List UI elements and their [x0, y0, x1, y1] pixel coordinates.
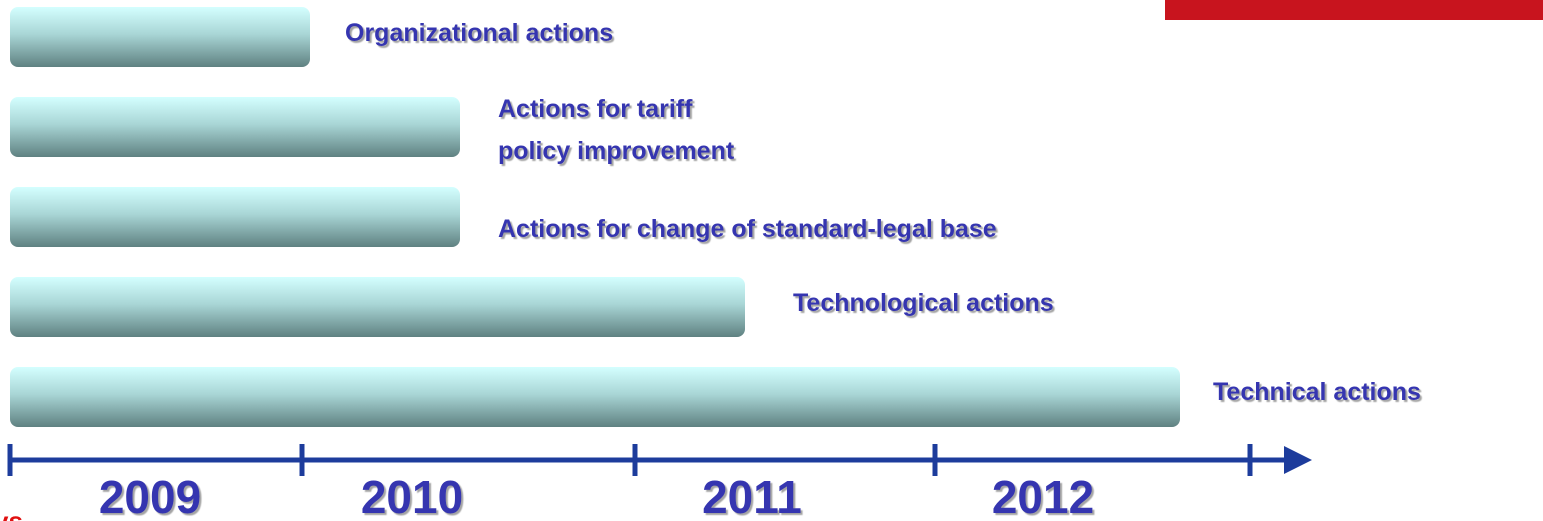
year-label: 2010 — [361, 471, 463, 521]
action-bar — [10, 187, 460, 247]
action-label: Technical actions — [1213, 378, 1421, 406]
action-label: Technological actions — [793, 289, 1054, 317]
time-axis — [7, 444, 1290, 476]
footer-fragment: ys — [0, 506, 23, 521]
action-bar — [10, 97, 460, 157]
year-label: 2011 — [702, 471, 802, 521]
action-bar — [10, 7, 310, 67]
axis-arrow — [1284, 446, 1312, 474]
header-band — [1165, 0, 1543, 20]
year-label: 2012 — [992, 471, 1094, 521]
year-label: 2009 — [99, 471, 201, 521]
action-label: policy improvement — [498, 137, 735, 165]
action-label: Actions for change of standard-legal bas… — [498, 215, 997, 243]
action-bar — [10, 277, 745, 337]
action-label: Organizational actions — [345, 19, 613, 47]
action-bar — [10, 367, 1180, 427]
action-label: Actions for tariff — [498, 95, 693, 123]
